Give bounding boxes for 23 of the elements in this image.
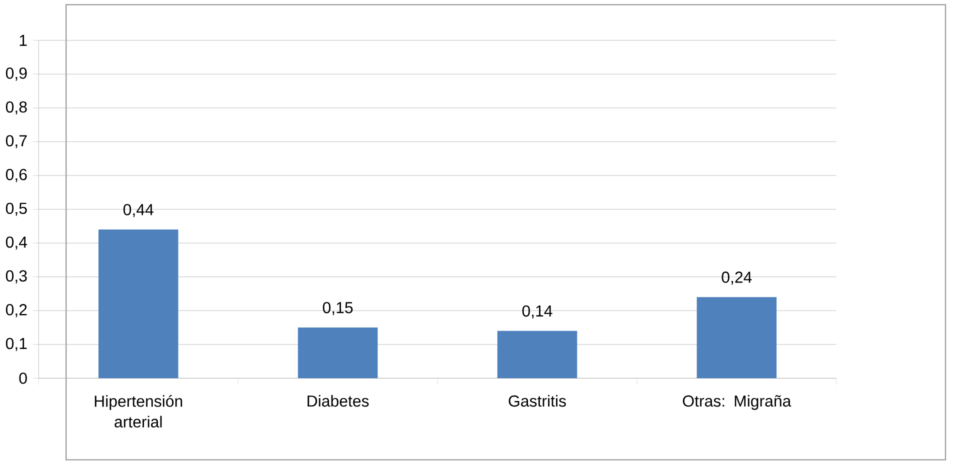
y-tick-label: 0,2 <box>6 304 27 318</box>
y-tick-label: 0,1 <box>6 338 27 352</box>
y-tick-label: 0 <box>19 372 27 384</box>
y-tick-label: 0,5 <box>6 202 27 216</box>
bar <box>696 297 777 378</box>
x-tick-label: Gastritis <box>508 395 566 407</box>
data-label: 0,24 <box>722 272 752 285</box>
y-tick-label: 0,3 <box>6 270 27 284</box>
bar <box>298 328 378 378</box>
y-tick-label: 1 <box>20 35 27 46</box>
x-tick-label: Hipertensión arterial <box>94 395 182 428</box>
bar <box>497 331 578 378</box>
y-tick-label: 0,4 <box>6 236 28 250</box>
data-label: 0,44 <box>123 204 154 218</box>
bar <box>98 230 178 378</box>
y-tick-label: 0,9 <box>6 68 27 81</box>
data-label: 0,15 <box>322 302 353 316</box>
y-tick-label: 0,6 <box>6 169 27 182</box>
data-label: 0,14 <box>522 306 552 319</box>
y-tick-label: 0,8 <box>6 102 27 115</box>
y-tick-label: 0,7 <box>6 135 27 148</box>
x-tick-label: Diabetes <box>308 395 369 407</box>
x-tick-label: Otras: Migraña <box>682 395 792 410</box>
